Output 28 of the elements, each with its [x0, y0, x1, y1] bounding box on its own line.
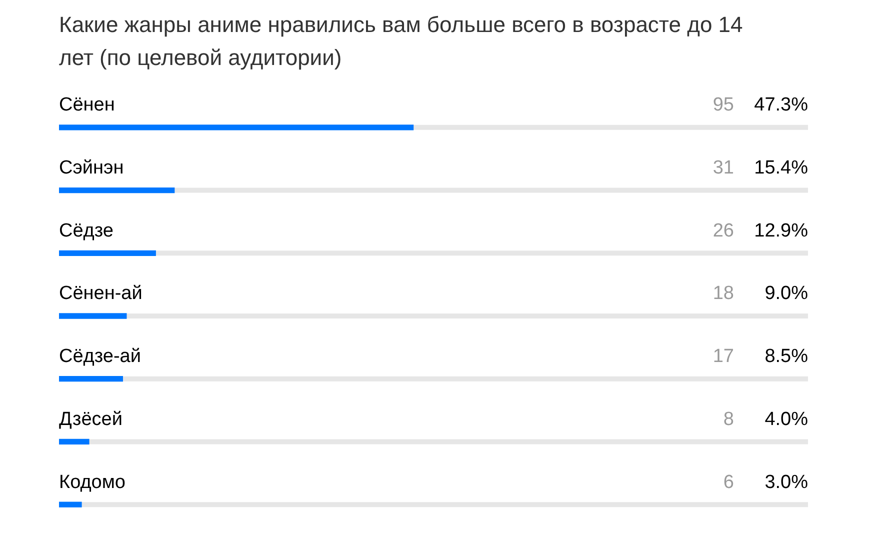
data-label: 9.0% [764, 283, 808, 304]
bar [59, 313, 127, 319]
annotation: 17 [712, 346, 734, 368]
y-tick-label: Кодомо [59, 472, 126, 493]
bar [59, 376, 123, 382]
bar [59, 250, 156, 256]
annotation: 31 [712, 158, 734, 179]
y-tick-label: Сёнен [59, 94, 115, 116]
chart-title: Какие жанры аниме нравились вам больше всего в возрасте до 14 лет (по целевой аудитории) [59, 11, 744, 72]
bar [59, 502, 82, 508]
y-tick-label: Сёнен-ай [59, 283, 142, 304]
annotation: 18 [712, 283, 734, 304]
y-tick-label: Сёдзе-ай [59, 346, 141, 368]
bar [59, 438, 90, 445]
y-tick-label: Дзёсей [59, 408, 122, 430]
data-label: 12.9% [754, 220, 808, 242]
data-label: 8.5% [764, 346, 808, 368]
data-label: 3.0% [764, 472, 808, 493]
y-tick-label: Сёдзе [59, 220, 114, 242]
annotation: 26 [712, 220, 734, 242]
data-label: 4.0% [764, 408, 808, 430]
data-label: 15.4% [754, 158, 808, 179]
annotation: 6 [723, 472, 734, 493]
data-label: 47.3% [754, 94, 808, 116]
annotation: 8 [723, 408, 734, 430]
bar [59, 187, 175, 194]
y-tick-label: Сэйнэн [59, 158, 124, 179]
annotation: 95 [712, 94, 734, 116]
